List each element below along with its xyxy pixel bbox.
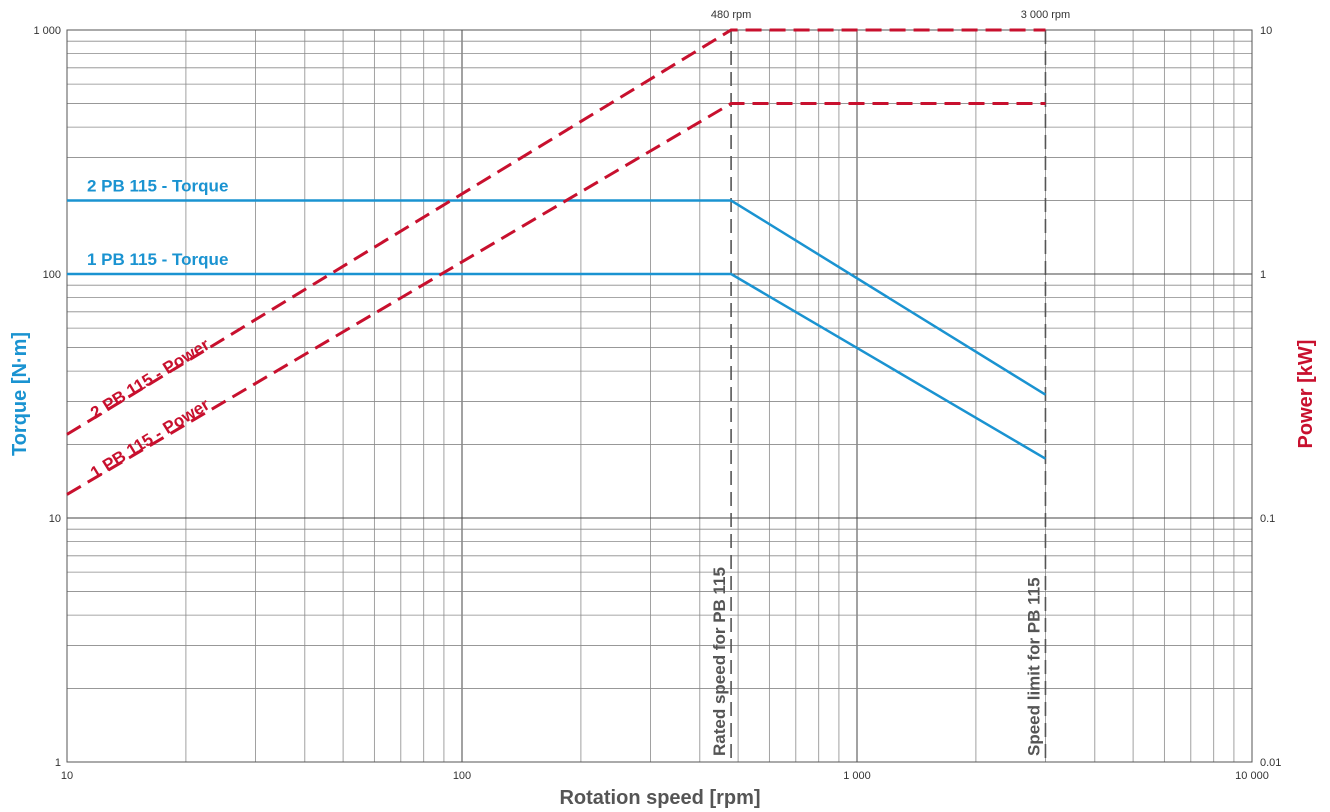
y2-tick-label: 0.01: [1260, 757, 1281, 769]
series-line: [67, 199, 1047, 396]
y2-axis-label: Power [kW]: [1295, 340, 1317, 449]
grid: [67, 30, 1252, 762]
reference-top-label: 3 000 rpm: [1021, 9, 1071, 21]
x-tick-label: 10 000: [1235, 770, 1269, 782]
y-tick-label: 100: [43, 269, 61, 281]
y2-tick-label: 10: [1260, 25, 1272, 37]
reference-lines: 480 rpm Rated speed for PB 115 3 000 rpm Sp…: [710, 9, 1070, 762]
reference-line-label: Speed limit for PB 115: [1024, 577, 1043, 756]
series-line: [66, 102, 1046, 496]
y-tick-label: 10: [49, 513, 61, 525]
reference-top-label: 480 rpm: [711, 9, 751, 21]
y-axis-label: Torque [N·m]: [9, 332, 31, 456]
x-tick-label: 1 000: [843, 770, 871, 782]
series-line: [67, 272, 1047, 460]
series-label: 1 PB 115 - Torque: [87, 250, 228, 269]
x-tick-label: 10: [61, 770, 73, 782]
y-tick-label: 1: [55, 757, 61, 769]
series-label: 2 PB 115 - Torque: [87, 177, 228, 196]
series-line: [66, 28, 1046, 436]
reference-line-label: Rated speed for PB 115: [710, 567, 729, 756]
x-axis-label: Rotation speed [rpm]: [559, 787, 760, 809]
plot-frame: [66, 29, 1253, 763]
x-tick-label: 100: [453, 770, 471, 782]
y2-tick-label: 1: [1260, 269, 1266, 281]
y-tick-label: 1 000: [33, 25, 61, 37]
series-lines: [66, 28, 1047, 496]
y2-tick-label: 0.1: [1260, 513, 1275, 525]
